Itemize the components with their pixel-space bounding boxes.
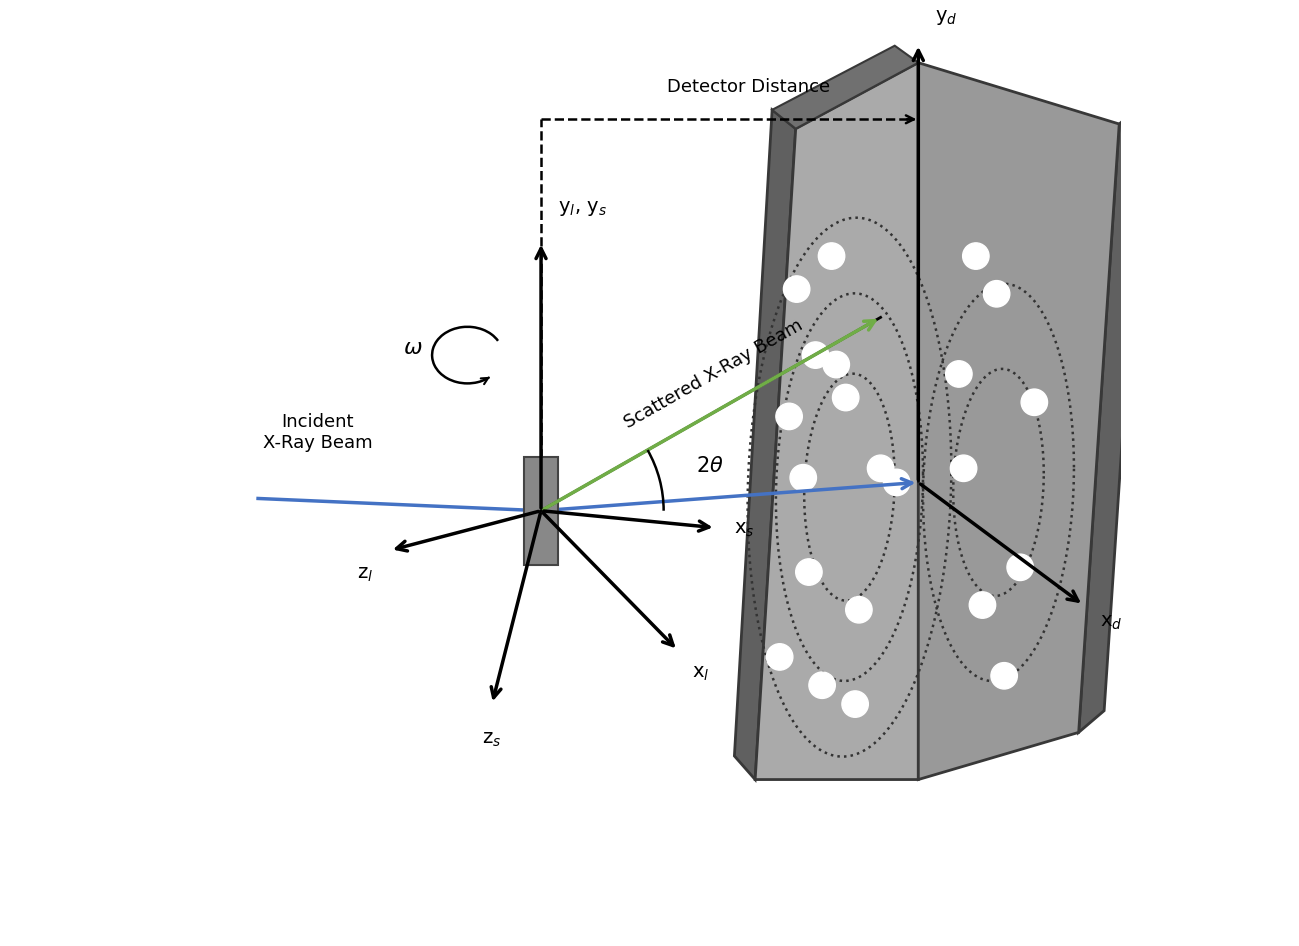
Circle shape: [790, 464, 817, 491]
Circle shape: [833, 384, 859, 411]
Circle shape: [766, 643, 792, 670]
Text: Incident
X-Ray Beam: Incident X-Ray Beam: [262, 413, 373, 452]
Circle shape: [783, 276, 809, 303]
Circle shape: [803, 342, 829, 368]
Circle shape: [963, 243, 989, 270]
Circle shape: [824, 351, 850, 377]
Polygon shape: [1078, 102, 1144, 732]
Circle shape: [983, 281, 1009, 307]
Text: x$_l$: x$_l$: [692, 664, 709, 683]
Text: Detector Distance: Detector Distance: [666, 78, 830, 96]
Text: 2$\theta$: 2$\theta$: [696, 456, 724, 476]
Circle shape: [969, 592, 995, 619]
Text: y$_d$: y$_d$: [935, 8, 957, 26]
Circle shape: [776, 403, 803, 429]
Circle shape: [1007, 554, 1034, 581]
Text: Scattered X-Ray Beam: Scattered X-Ray Beam: [621, 316, 807, 432]
Text: z$_s$: z$_s$: [482, 729, 501, 748]
Polygon shape: [734, 110, 796, 780]
Circle shape: [796, 559, 822, 586]
Circle shape: [842, 691, 868, 717]
FancyBboxPatch shape: [523, 457, 559, 566]
Circle shape: [946, 360, 972, 387]
Text: z$_l$: z$_l$: [357, 566, 373, 585]
Polygon shape: [918, 62, 1120, 780]
Text: x$_s$: x$_s$: [734, 520, 755, 539]
Text: x$_d$: x$_d$: [1100, 613, 1122, 632]
Circle shape: [809, 672, 835, 698]
Text: $\omega$: $\omega$: [403, 338, 422, 358]
Circle shape: [951, 455, 977, 482]
Polygon shape: [772, 45, 918, 129]
Circle shape: [868, 455, 894, 482]
Circle shape: [1021, 389, 1047, 415]
Circle shape: [818, 243, 844, 270]
Text: y$_l$, y$_s$: y$_l$, y$_s$: [559, 200, 607, 219]
Circle shape: [991, 662, 1017, 689]
Circle shape: [883, 469, 909, 496]
Circle shape: [846, 597, 872, 623]
Polygon shape: [755, 62, 918, 780]
